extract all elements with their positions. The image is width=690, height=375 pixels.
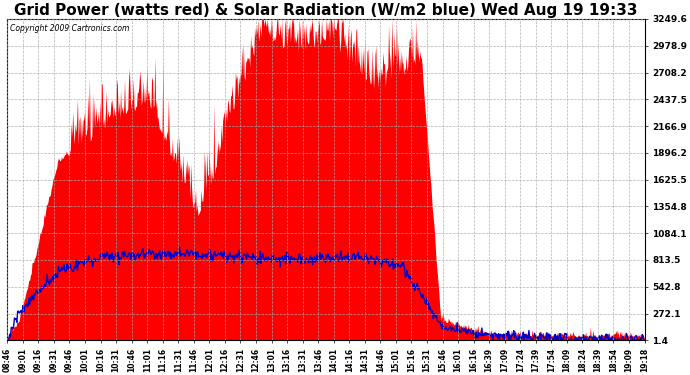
- Text: Copyright 2009 Cartronics.com: Copyright 2009 Cartronics.com: [10, 24, 130, 33]
- Title: Grid Power (watts red) & Solar Radiation (W/m2 blue) Wed Aug 19 19:33: Grid Power (watts red) & Solar Radiation…: [14, 3, 638, 18]
